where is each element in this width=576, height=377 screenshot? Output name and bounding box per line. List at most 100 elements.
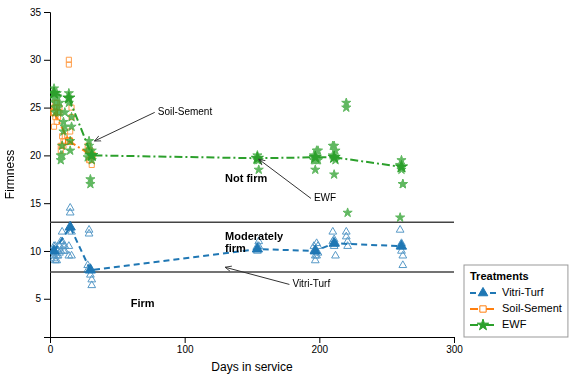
- legend-entry: Vitri-Turf: [470, 286, 545, 298]
- scatter-point: [342, 232, 350, 239]
- plot: 0 100 200 300 5 10 15 20 25 30 35 Not firm Moderatel…: [30, 7, 463, 355]
- legend-entry: EWF: [470, 318, 527, 330]
- scatter-point: [58, 141, 67, 150]
- y-tick-label: 20: [30, 150, 42, 161]
- y-tick-label: 15: [30, 198, 42, 209]
- scatter-series: [51, 57, 94, 167]
- scatter-point: [88, 275, 96, 282]
- scatter-point: [66, 146, 75, 155]
- legend-label: Vitri-Turf: [502, 286, 545, 298]
- x-tick: 0: [48, 337, 54, 355]
- x-tick-label: 0: [48, 344, 54, 355]
- scatter-point: [67, 122, 76, 131]
- line-series: [50, 87, 408, 172]
- scatter-point: [311, 256, 319, 263]
- scatter-point: [53, 256, 61, 263]
- scatter-point: [399, 251, 407, 258]
- y-tick: 30: [30, 54, 50, 65]
- line-series: [51, 109, 95, 159]
- boundary-line: [50, 222, 454, 224]
- y-tick-label: 25: [30, 102, 42, 113]
- legend-label: Soil-Sement: [502, 302, 562, 314]
- scatter-series: [50, 203, 407, 287]
- legend-marker: [478, 287, 488, 295]
- x-tick: 300: [446, 337, 463, 355]
- annotation-arrow: [225, 267, 289, 284]
- zone-label: Moderatelyfirm: [225, 230, 284, 254]
- zone-label: Firm: [131, 296, 155, 308]
- line: [54, 227, 401, 270]
- y-tick-mark: [44, 12, 50, 13]
- line-marker: [50, 245, 59, 254]
- scatter-point: [55, 98, 64, 107]
- y-tick: 20: [30, 150, 50, 161]
- y-tick: 15: [30, 198, 50, 209]
- line-series: [50, 221, 407, 273]
- boundary-line: [50, 271, 454, 273]
- scatter-point: [396, 225, 404, 232]
- y-tick: 35: [30, 7, 50, 18]
- scatter-point: [330, 170, 339, 179]
- scatter-point: [58, 227, 66, 234]
- line-marker: [329, 237, 339, 246]
- scatter-point: [396, 213, 405, 222]
- legend: Treatments Vitri-Turf Soil-Sement EWF: [464, 265, 568, 337]
- scatter-point: [66, 136, 75, 145]
- line-marker: [63, 92, 75, 103]
- x-tick-label: 100: [177, 344, 194, 355]
- y-axis-line: [44, 13, 51, 338]
- scatter-point: [61, 246, 69, 253]
- scatter-point: [331, 146, 340, 155]
- annotations: Not firm Moderatelyfirm Firm Soil-Sement EWF…: [94, 106, 336, 308]
- line-marker: [50, 87, 60, 98]
- x-tick: 200: [311, 337, 328, 355]
- line-marker: [310, 245, 320, 254]
- annotation-arrow: [259, 159, 311, 198]
- annotation-text: Soil-Sement: [158, 106, 213, 117]
- y-tick-label: 30: [30, 54, 42, 65]
- scatter-point: [332, 251, 340, 258]
- x-axis-title: Days in service: [211, 360, 293, 374]
- zone-label: Not firm: [225, 172, 267, 184]
- scatter-point: [398, 179, 407, 188]
- y-axis-title: Firmness: [3, 150, 17, 199]
- scatter-point: [311, 165, 320, 174]
- scatter-point: [68, 251, 76, 258]
- y-tick-mark: [44, 203, 50, 204]
- y-tick-label: 5: [35, 293, 41, 304]
- line-marker: [252, 243, 262, 252]
- line-marker: [65, 221, 75, 230]
- scatter-point: [86, 179, 95, 188]
- annotation-text: Vitri-Turf: [292, 278, 330, 289]
- line-marker: [85, 264, 95, 273]
- annotation-arrow: [94, 112, 154, 141]
- legend-entry: Soil-Sement: [470, 302, 562, 314]
- line-marker: [328, 151, 340, 162]
- scatter-point: [343, 208, 352, 217]
- x-tick-mark: [185, 337, 186, 343]
- y-tick: 5: [35, 293, 50, 304]
- annotation-text: EWF: [314, 192, 336, 203]
- line-marker: [86, 149, 98, 160]
- x-axis-line: [51, 338, 455, 344]
- chart: 0 100 200 300 5 10 15 20 25 30 35 Not firm Moderatel…: [0, 0, 576, 377]
- scatter-series: [50, 84, 407, 222]
- legend-marker: [480, 306, 486, 312]
- scatter-point: [85, 229, 93, 236]
- x-tick: 100: [177, 337, 194, 355]
- x-axis: 0 100 200 300: [48, 337, 464, 355]
- y-tick: 10: [30, 246, 50, 257]
- legend-title: Treatments: [470, 270, 529, 282]
- line: [54, 93, 401, 167]
- y-tick-mark: [44, 299, 50, 300]
- y-tick-mark: [44, 108, 50, 109]
- scatter-point: [60, 108, 69, 117]
- scatter-point: [399, 261, 407, 268]
- y-tick: 25: [30, 102, 50, 113]
- x-tick-label: 200: [311, 344, 328, 355]
- legend-marker: [477, 319, 488, 330]
- line-marker: [395, 161, 407, 172]
- scatter-point: [398, 179, 407, 188]
- scatter-point: [58, 151, 67, 160]
- y-tick-mark: [44, 60, 50, 61]
